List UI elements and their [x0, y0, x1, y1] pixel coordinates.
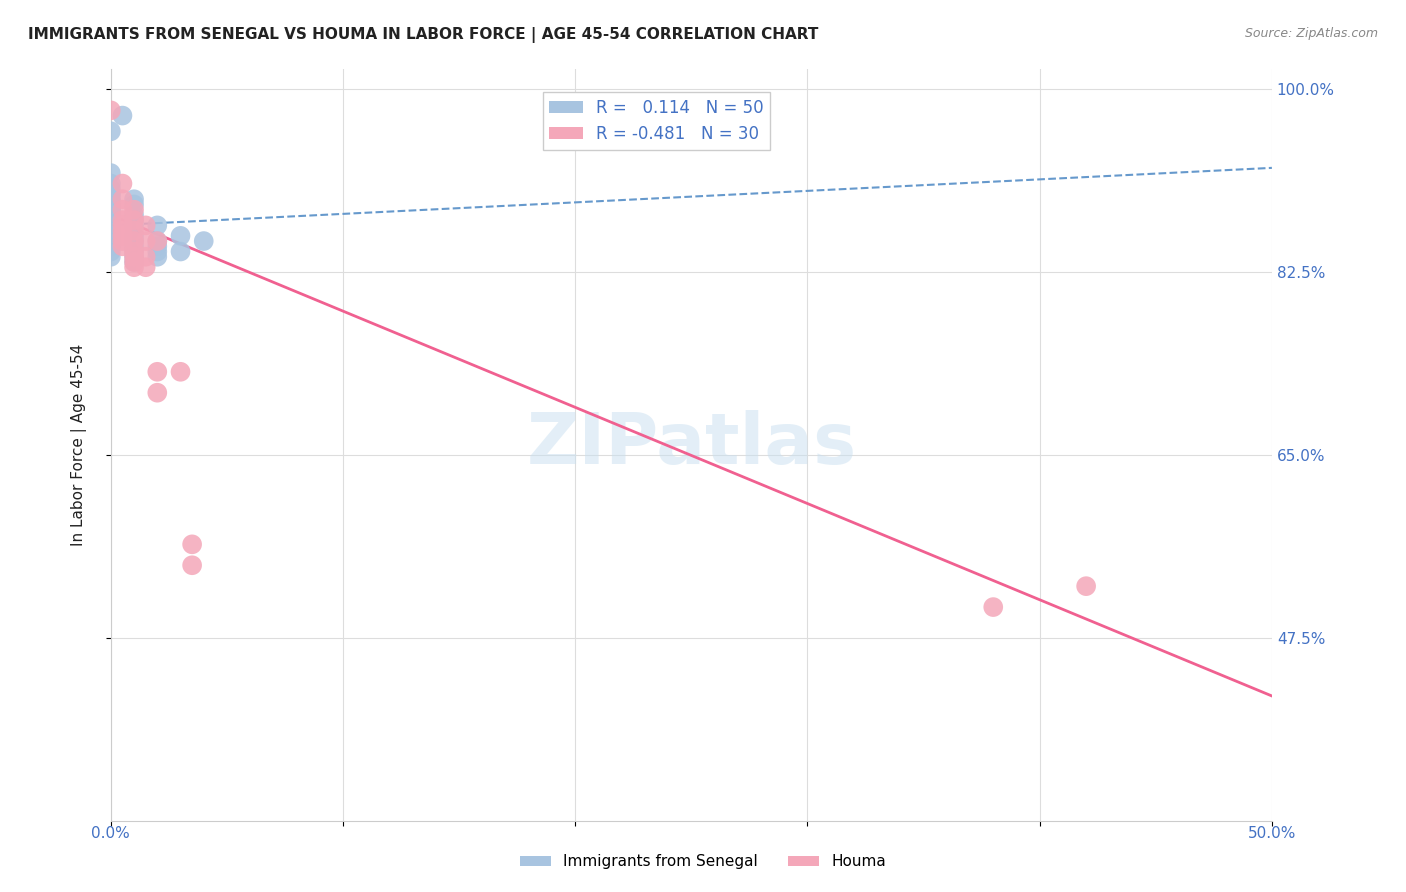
Point: [122, 255, 145, 269]
Point: [100, 209, 122, 223]
Point: [111, 228, 134, 243]
Point: [135, 219, 157, 233]
Point: [135, 260, 157, 275]
Point: [100, 202, 122, 217]
Point: [122, 260, 145, 275]
Point: [111, 213, 134, 227]
Point: [100, 224, 122, 238]
Point: [122, 250, 145, 264]
Point: [100, 202, 122, 217]
Point: [100, 186, 122, 201]
Point: [135, 250, 157, 264]
Y-axis label: In Labor Force | Age 45-54: In Labor Force | Age 45-54: [72, 343, 87, 546]
Point: [146, 385, 169, 400]
Point: [122, 219, 145, 233]
Point: [169, 228, 191, 243]
Point: [100, 208, 122, 222]
Point: [193, 234, 215, 248]
Point: [122, 244, 145, 259]
Point: [1074, 579, 1097, 593]
Point: [100, 202, 122, 217]
Point: [100, 192, 122, 206]
Point: [122, 255, 145, 269]
Point: [100, 166, 122, 180]
Point: [111, 234, 134, 248]
Point: [122, 192, 145, 206]
Point: [100, 103, 122, 118]
Point: [135, 234, 157, 248]
Point: [111, 202, 134, 217]
Point: [122, 197, 145, 211]
Point: [146, 250, 169, 264]
Point: [111, 239, 134, 253]
Point: [122, 239, 145, 253]
Point: [146, 234, 169, 248]
Point: [100, 214, 122, 228]
Legend: Immigrants from Senegal, Houma: Immigrants from Senegal, Houma: [515, 848, 891, 875]
Point: [169, 244, 191, 259]
Point: [100, 219, 122, 233]
Point: [122, 224, 145, 238]
Point: [122, 208, 145, 222]
Point: [146, 239, 169, 253]
Point: [100, 124, 122, 138]
Legend: R =   0.114   N = 50, R = -0.481   N = 30: R = 0.114 N = 50, R = -0.481 N = 30: [543, 92, 770, 150]
Point: [100, 219, 122, 233]
Text: IMMIGRANTS FROM SENEGAL VS HOUMA IN LABOR FORCE | AGE 45-54 CORRELATION CHART: IMMIGRANTS FROM SENEGAL VS HOUMA IN LABO…: [28, 27, 818, 43]
Point: [100, 204, 122, 219]
Point: [100, 213, 122, 227]
Point: [122, 244, 145, 259]
Point: [100, 239, 122, 253]
Point: [100, 186, 122, 201]
Point: [100, 211, 122, 225]
Point: [111, 192, 134, 206]
Point: [122, 213, 145, 227]
Point: [100, 208, 122, 222]
Point: [181, 537, 204, 551]
Point: [100, 182, 122, 196]
Point: [100, 197, 122, 211]
Point: [122, 234, 145, 248]
Point: [111, 109, 134, 123]
Point: [181, 558, 204, 573]
Point: [146, 234, 169, 248]
Point: [111, 177, 134, 191]
Point: [146, 365, 169, 379]
Point: [111, 224, 134, 238]
Point: [169, 365, 191, 379]
Point: [146, 219, 169, 233]
Point: [100, 234, 122, 248]
Point: [100, 219, 122, 233]
Point: [100, 239, 122, 253]
Point: [100, 250, 122, 264]
Point: [100, 192, 122, 206]
Point: [100, 177, 122, 191]
Point: [111, 219, 134, 233]
Point: [100, 244, 122, 259]
Point: [122, 228, 145, 243]
Text: Source: ZipAtlas.com: Source: ZipAtlas.com: [1244, 27, 1378, 40]
Point: [122, 213, 145, 227]
Point: [122, 234, 145, 248]
Point: [122, 250, 145, 264]
Text: ZIPatlas: ZIPatlas: [526, 410, 856, 480]
Point: [100, 197, 122, 211]
Point: [981, 600, 1004, 615]
Point: [146, 244, 169, 259]
Point: [100, 228, 122, 243]
Point: [122, 202, 145, 217]
